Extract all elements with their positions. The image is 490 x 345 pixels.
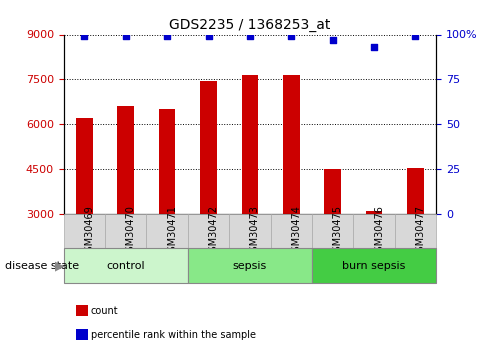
Bar	[105, 214, 147, 248]
Text: control: control	[106, 261, 145, 270]
Point	[246, 33, 254, 39]
Text: GSM30472: GSM30472	[209, 205, 219, 258]
Text: burn sepsis: burn sepsis	[343, 261, 406, 270]
Point	[287, 33, 295, 39]
Text: GSM30475: GSM30475	[333, 205, 343, 258]
Bar	[188, 248, 312, 283]
Bar	[242, 75, 258, 214]
Point	[122, 33, 130, 39]
Text: GSM30476: GSM30476	[374, 205, 384, 258]
Bar	[324, 169, 341, 214]
Title: GDS2235 / 1368253_at: GDS2235 / 1368253_at	[169, 18, 331, 32]
Point	[370, 44, 378, 50]
Bar	[147, 214, 188, 248]
Text: sepsis: sepsis	[233, 261, 267, 270]
Text: ▶: ▶	[55, 259, 65, 272]
Bar	[283, 75, 299, 214]
Text: percentile rank within the sample: percentile rank within the sample	[91, 330, 256, 339]
Text: GSM30470: GSM30470	[126, 205, 136, 258]
Bar	[407, 168, 424, 214]
Bar	[229, 214, 270, 248]
Bar	[188, 214, 229, 248]
Bar	[159, 109, 175, 214]
Text: GSM30474: GSM30474	[291, 205, 301, 258]
Text: GSM30477: GSM30477	[416, 205, 425, 258]
Bar	[118, 106, 134, 214]
Text: count: count	[91, 306, 118, 315]
Bar	[353, 214, 395, 248]
Point	[205, 33, 213, 39]
Text: disease state: disease state	[5, 261, 79, 270]
Text: GSM30469: GSM30469	[84, 205, 95, 257]
Bar	[76, 118, 93, 214]
Point	[329, 37, 337, 43]
Bar	[312, 248, 436, 283]
Bar	[64, 214, 105, 248]
Bar	[64, 248, 188, 283]
Bar	[270, 214, 312, 248]
Point	[80, 33, 88, 39]
Bar	[200, 81, 217, 214]
Point	[412, 33, 419, 39]
Point	[163, 33, 171, 39]
Bar	[366, 211, 382, 214]
Bar	[395, 214, 436, 248]
Text: GSM30471: GSM30471	[167, 205, 177, 258]
Bar	[312, 214, 353, 248]
Text: GSM30473: GSM30473	[250, 205, 260, 258]
